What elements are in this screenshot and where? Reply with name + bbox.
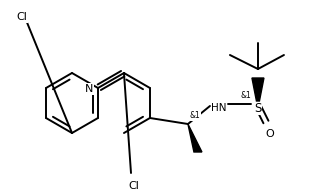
Text: &1: &1: [190, 112, 200, 121]
Polygon shape: [252, 78, 264, 101]
Polygon shape: [188, 124, 202, 152]
Text: HN: HN: [211, 103, 227, 113]
Text: Cl: Cl: [17, 12, 27, 22]
Text: &1: &1: [241, 91, 251, 100]
Text: S: S: [254, 101, 262, 114]
Text: O: O: [266, 129, 274, 139]
Text: N: N: [85, 84, 93, 94]
Text: Cl: Cl: [129, 181, 139, 191]
